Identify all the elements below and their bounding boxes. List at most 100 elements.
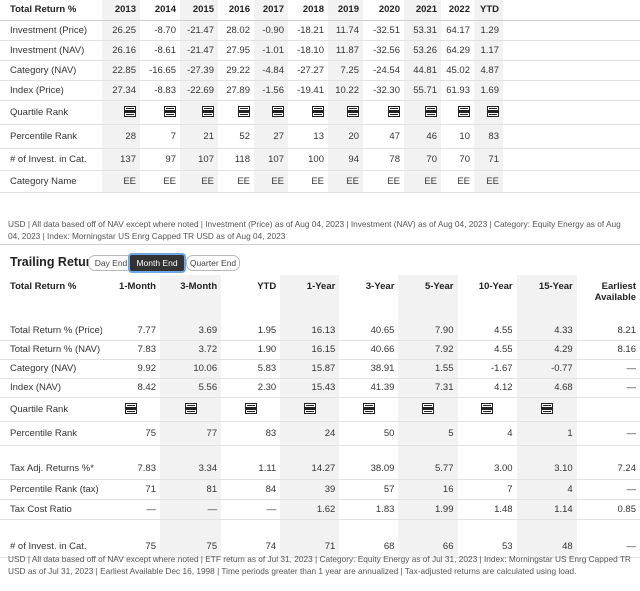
table-cell: 107 xyxy=(180,148,218,171)
table-cell: 15.87 xyxy=(280,359,340,379)
quartile-cell xyxy=(516,397,577,422)
table-cell: EE xyxy=(441,170,474,193)
tab-month-end[interactable]: Month End xyxy=(130,255,184,271)
row-label: Tax Adj. Returns %* xyxy=(0,459,102,480)
table-cell: — xyxy=(576,378,640,398)
table-cell: 27.89 xyxy=(218,80,254,101)
table-cell: 5.77 xyxy=(398,459,458,480)
table-cell: 100 xyxy=(288,148,328,171)
column-header-year: 2021 xyxy=(404,0,441,21)
column-header-label: Total Return % xyxy=(10,281,77,292)
tab-day-end[interactable]: Day End xyxy=(88,255,134,271)
table-cell: 66 xyxy=(398,537,458,558)
spacer-cell xyxy=(159,313,222,321)
table-cell: 57 xyxy=(339,479,399,500)
table-cell: 77 xyxy=(159,421,222,446)
spacer-cell xyxy=(0,445,102,459)
table-row: Investment (Price) 26.25 -8.70 -21.47 28.02-… xyxy=(0,20,640,41)
table-row: Investment (NAV) 26.16 -8.61 -21.47 27.95 -1.… xyxy=(0,40,640,61)
table-cell: 1.95 xyxy=(221,321,281,341)
table-cell: -27.27 xyxy=(288,60,328,81)
spacer-cell xyxy=(503,40,640,61)
row-label: Percentile Rank xyxy=(0,421,102,446)
table-cell: 16.15 xyxy=(280,340,340,360)
quartile-cell xyxy=(221,397,281,422)
column-header-period: Earliest Available xyxy=(594,281,636,303)
table-cell: 53.31 xyxy=(404,20,441,41)
quartile-cell xyxy=(254,100,288,125)
table-cell: 4.33 xyxy=(516,321,577,341)
table-cell: 3.00 xyxy=(457,459,517,480)
table-cell: 14.27 xyxy=(280,459,340,480)
table-cell: 52 xyxy=(218,124,254,149)
table-cell: 7.77 xyxy=(101,321,160,341)
table-cell: 5 xyxy=(398,421,458,446)
table-cell: -0.90 xyxy=(254,20,288,41)
table-cell: -18.21 xyxy=(288,20,328,41)
tab-quarter-end[interactable]: Quarter End xyxy=(186,255,240,271)
column-header-year: 2019 xyxy=(328,0,363,21)
spacer-row xyxy=(0,519,640,537)
table-cell: -27.39 xyxy=(180,60,218,81)
table-cell: -21.47 xyxy=(180,20,218,41)
table-row: Tax Cost Ratio — — —1.62 1.83 1.99 1.48 1.14 0.8… xyxy=(0,499,640,520)
table-cell: 11.87 xyxy=(328,40,363,61)
quartile-cell xyxy=(159,397,222,422)
table-cell: 26.16 xyxy=(102,40,140,61)
quartile-cell xyxy=(288,100,328,125)
table-cell: 8.16 xyxy=(576,340,640,360)
table-cell: — xyxy=(576,479,640,500)
table-cell: 1.90 xyxy=(221,340,281,360)
table-row: Percentile Rank 28 7 21 52 27 13 20 47 46 10 83 xyxy=(0,124,640,149)
table-cell: 1.48 xyxy=(457,499,517,520)
table-cell: 27 xyxy=(254,124,288,149)
column-header-label: Total Return % xyxy=(0,0,102,21)
column-header-period: YTD xyxy=(257,281,277,292)
quartile-cell xyxy=(441,100,474,125)
row-label: Investment (Price) xyxy=(0,20,102,41)
table-cell: 46 xyxy=(404,124,441,149)
row-label: Percentile Rank (tax) xyxy=(0,479,102,500)
table-cell: — xyxy=(576,537,640,558)
table-row: Index (NAV) 8.42 5.56 2.30 15.43 41.39 7.31 4.1… xyxy=(0,378,640,398)
table-cell: 94 xyxy=(328,148,363,171)
table-cell: 50 xyxy=(339,421,399,446)
table-cell: 7.83 xyxy=(101,340,160,360)
table-cell: 5.56 xyxy=(159,378,222,398)
spacer-cell xyxy=(339,519,398,537)
table-cell: 74 xyxy=(221,537,281,558)
annual-returns-table: Total Return % 2013 2014 2015 2016 2017 2018 20… xyxy=(0,0,640,193)
table-cell: 53 xyxy=(457,537,517,558)
column-header-period: 1-Year xyxy=(280,275,340,313)
quartile-rank-icon xyxy=(388,106,400,118)
table-cell: -32.30 xyxy=(363,80,404,101)
table-cell: 40.65 xyxy=(339,321,399,341)
table-cell: 4.55 xyxy=(457,340,517,360)
spacer-cell xyxy=(458,519,517,537)
table-cell: 70 xyxy=(404,148,441,171)
column-header-period: 10-Year xyxy=(478,281,513,292)
table-cell: -24.54 xyxy=(363,60,404,81)
spacer-cell xyxy=(503,124,640,149)
quartile-rank-icon xyxy=(272,106,284,118)
table-cell: 2.30 xyxy=(221,378,281,398)
table-cell: 40.66 xyxy=(339,340,399,360)
table-cell: 83 xyxy=(221,421,281,446)
table-cell: EE xyxy=(102,170,140,193)
spacer-cell xyxy=(398,445,458,459)
quartile-rank-icon xyxy=(425,106,437,118)
table-cell: 10.06 xyxy=(159,359,222,379)
table-cell: 71 xyxy=(101,479,160,500)
quartile-cell xyxy=(101,397,160,422)
table-cell: 10 xyxy=(441,124,474,149)
column-header-year: 2017 xyxy=(254,0,288,21)
table-cell: EE xyxy=(218,170,254,193)
table-cell: 78 xyxy=(363,148,404,171)
spacer-cell xyxy=(577,445,640,459)
table-cell: 5.83 xyxy=(221,359,281,379)
quartile-cell xyxy=(218,100,254,125)
column-header-year: 2022 xyxy=(441,0,474,21)
table-cell: 137 xyxy=(102,148,140,171)
table-row: Total Return % (Price) 7.77 3.69 1.95 16.13 4… xyxy=(0,321,640,341)
table-cell: 7.83 xyxy=(101,459,160,480)
